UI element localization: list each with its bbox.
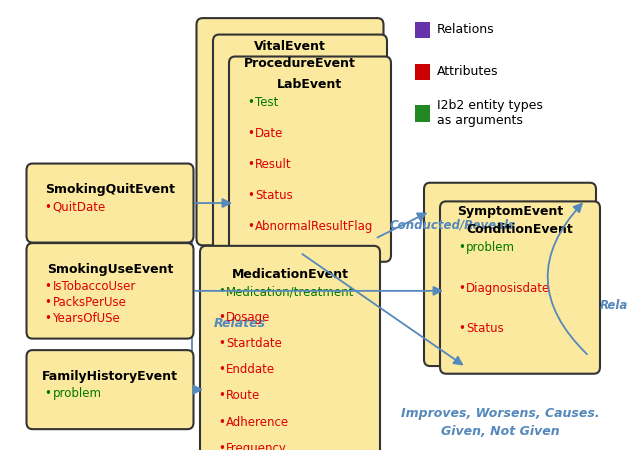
FancyBboxPatch shape bbox=[26, 350, 193, 429]
Text: PacksPerUse: PacksPerUse bbox=[53, 296, 126, 309]
Text: Dosage: Dosage bbox=[226, 311, 271, 324]
Text: •: • bbox=[247, 127, 254, 140]
Text: Relates: Relates bbox=[214, 317, 266, 330]
Text: MedicationEvent: MedicationEvent bbox=[232, 268, 349, 281]
Bar bbox=[415, 63, 430, 80]
Text: FamilyHistoryEvent: FamilyHistoryEvent bbox=[42, 370, 178, 383]
Text: Adherence: Adherence bbox=[226, 415, 289, 428]
Text: problem: problem bbox=[466, 241, 515, 254]
FancyBboxPatch shape bbox=[26, 243, 193, 338]
Text: •: • bbox=[218, 338, 225, 351]
Text: Enddate: Enddate bbox=[226, 364, 275, 377]
FancyBboxPatch shape bbox=[424, 183, 596, 366]
Text: SmokingQuitEvent: SmokingQuitEvent bbox=[45, 183, 175, 196]
Text: Diagnosisdate: Diagnosisdate bbox=[466, 282, 550, 294]
Text: Startdate: Startdate bbox=[226, 338, 282, 351]
Text: •: • bbox=[45, 387, 51, 400]
Text: •: • bbox=[218, 311, 225, 324]
Text: •: • bbox=[247, 96, 254, 109]
Text: Date: Date bbox=[255, 127, 283, 140]
Text: SmokingUseEvent: SmokingUseEvent bbox=[47, 263, 173, 276]
Text: IsTobaccoUser: IsTobaccoUser bbox=[53, 280, 136, 293]
Text: Relates: Relates bbox=[600, 299, 628, 311]
FancyBboxPatch shape bbox=[197, 18, 384, 245]
Bar bbox=[415, 105, 430, 122]
FancyBboxPatch shape bbox=[200, 246, 380, 450]
Text: Result: Result bbox=[255, 158, 291, 171]
Text: •: • bbox=[45, 312, 51, 325]
Text: •: • bbox=[45, 296, 51, 309]
Text: Improves, Worsens, Causes.
Given, Not Given: Improves, Worsens, Causes. Given, Not Gi… bbox=[401, 407, 599, 438]
Bar bbox=[415, 22, 430, 38]
Text: SymptomEvent: SymptomEvent bbox=[457, 205, 563, 218]
Text: •: • bbox=[247, 220, 254, 233]
Text: •: • bbox=[247, 158, 254, 171]
FancyBboxPatch shape bbox=[213, 35, 387, 251]
Text: •: • bbox=[247, 189, 254, 202]
Text: Conducted/Reveals: Conducted/Reveals bbox=[390, 219, 516, 231]
Text: Frequency: Frequency bbox=[226, 441, 287, 450]
Text: ConditionEvent: ConditionEvent bbox=[467, 223, 573, 236]
Text: Attributes: Attributes bbox=[437, 65, 499, 78]
Text: •: • bbox=[218, 390, 225, 402]
Text: Test: Test bbox=[255, 96, 278, 109]
Text: Status: Status bbox=[255, 189, 293, 202]
Text: •: • bbox=[45, 280, 51, 293]
Text: •: • bbox=[218, 441, 225, 450]
Text: Relations: Relations bbox=[437, 23, 495, 36]
Text: Route: Route bbox=[226, 390, 260, 402]
Text: •: • bbox=[45, 201, 51, 214]
Text: QuitDate: QuitDate bbox=[53, 201, 106, 214]
FancyBboxPatch shape bbox=[440, 202, 600, 374]
Text: I2b2 entity types
as arguments: I2b2 entity types as arguments bbox=[437, 99, 543, 127]
Text: problem: problem bbox=[53, 387, 102, 400]
Text: AbnormalResultFlag: AbnormalResultFlag bbox=[255, 220, 374, 233]
Text: •: • bbox=[458, 282, 465, 294]
FancyBboxPatch shape bbox=[229, 57, 391, 262]
Text: •: • bbox=[458, 322, 465, 335]
Text: Status: Status bbox=[466, 322, 504, 335]
FancyBboxPatch shape bbox=[26, 163, 193, 243]
Text: VitalEvent: VitalEvent bbox=[254, 40, 326, 53]
Text: •: • bbox=[218, 364, 225, 377]
Text: Medication/treatment: Medication/treatment bbox=[226, 285, 354, 298]
Text: •: • bbox=[218, 285, 225, 298]
Text: ProcedureEvent: ProcedureEvent bbox=[244, 57, 356, 69]
Text: •: • bbox=[458, 241, 465, 254]
Text: LabEvent: LabEvent bbox=[278, 78, 343, 91]
Text: •: • bbox=[218, 415, 225, 428]
Text: YearsOfUSe: YearsOfUSe bbox=[53, 312, 120, 325]
